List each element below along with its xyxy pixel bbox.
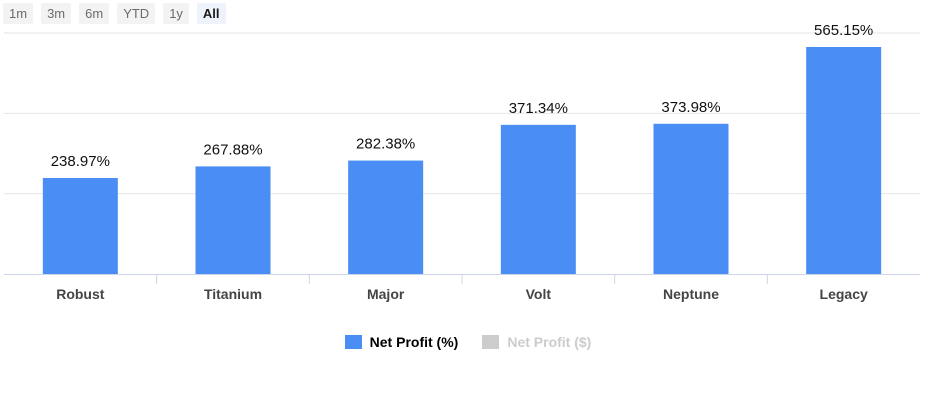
range-button-3m[interactable]: 3m xyxy=(41,3,72,24)
legend-label: Net Profit ($) xyxy=(507,334,592,350)
legend-item-net-profit-dollar[interactable]: Net Profit ($) xyxy=(482,334,591,350)
range-selector: 1m 3m 6m YTD 1y All xyxy=(3,3,226,25)
x-tick-label-legacy: Legacy xyxy=(820,286,868,302)
data-label-titanium: 267.88% xyxy=(203,141,262,158)
legend: Net Profit (%) Net Profit ($) xyxy=(0,334,936,350)
range-button-1y[interactable]: 1y xyxy=(163,3,189,24)
bar-robust[interactable] xyxy=(42,178,118,274)
x-axis: Robust Titanium Major Volt Neptune Legacy xyxy=(4,274,920,302)
gridlines xyxy=(4,32,920,195)
legend-swatch xyxy=(344,335,362,349)
bar-series xyxy=(42,46,882,275)
bar-neptune[interactable] xyxy=(653,123,729,274)
data-label-robust: 238.97% xyxy=(51,153,110,170)
data-label-volt: 371.34% xyxy=(509,100,568,117)
range-button-1m[interactable]: 1m xyxy=(3,3,34,24)
bar-volt[interactable] xyxy=(500,124,576,275)
data-label-major: 282.38% xyxy=(356,136,415,153)
range-button-ytd[interactable]: YTD xyxy=(117,3,156,24)
range-button-6m[interactable]: 6m xyxy=(79,3,110,24)
x-tick-label-volt: Volt xyxy=(526,286,552,302)
legend-label: Net Profit (%) xyxy=(369,334,459,350)
bar-titanium[interactable] xyxy=(195,166,271,274)
legend-swatch xyxy=(482,335,500,349)
legend-item-net-profit-percent[interactable]: Net Profit (%) xyxy=(344,334,459,350)
x-tick-label-major: Major xyxy=(367,286,405,302)
bar-legacy[interactable] xyxy=(806,46,882,275)
data-labels: 238.97% 267.88% 282.38% 371.34% 373.98% 565.1… xyxy=(51,22,874,170)
x-tick-label-robust: Robust xyxy=(56,286,105,302)
data-label-neptune: 373.98% xyxy=(661,99,720,116)
bar-major[interactable] xyxy=(348,160,424,274)
x-tick-label-neptune: Neptune xyxy=(663,286,719,302)
x-tick-label-titanium: Titanium xyxy=(204,286,262,302)
data-label-legacy: 565.15% xyxy=(814,22,873,39)
range-button-all[interactable]: All xyxy=(196,3,226,24)
